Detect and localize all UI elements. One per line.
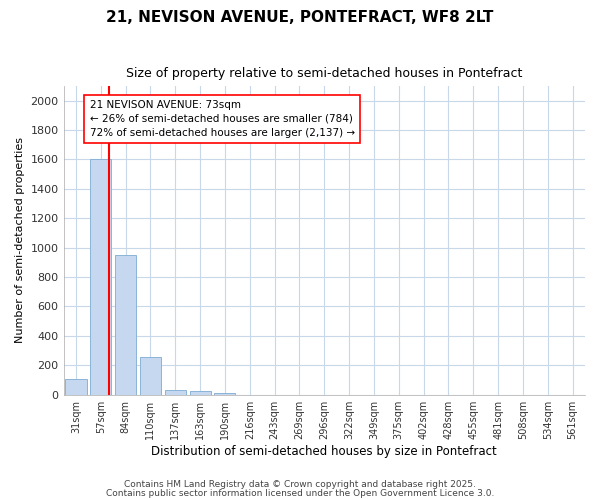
Text: 21 NEVISON AVENUE: 73sqm
← 26% of semi-detached houses are smaller (784)
72% of : 21 NEVISON AVENUE: 73sqm ← 26% of semi-d… [89, 100, 355, 138]
Bar [115, 255, 136, 394]
Title: Size of property relative to semi-detached houses in Pontefract: Size of property relative to semi-detach… [126, 68, 523, 80]
Bar [65, 378, 86, 394]
Text: 21, NEVISON AVENUE, PONTEFRACT, WF8 2LT: 21, NEVISON AVENUE, PONTEFRACT, WF8 2LT [106, 10, 494, 25]
X-axis label: Distribution of semi-detached houses by size in Pontefract: Distribution of semi-detached houses by … [151, 444, 497, 458]
Bar [140, 357, 161, 395]
Bar [90, 160, 112, 394]
Bar [165, 390, 186, 394]
Bar [214, 392, 235, 394]
Y-axis label: Number of semi-detached properties: Number of semi-detached properties [15, 138, 25, 344]
Text: Contains HM Land Registry data © Crown copyright and database right 2025.: Contains HM Land Registry data © Crown c… [124, 480, 476, 489]
Text: Contains public sector information licensed under the Open Government Licence 3.: Contains public sector information licen… [106, 489, 494, 498]
Bar [190, 391, 211, 394]
